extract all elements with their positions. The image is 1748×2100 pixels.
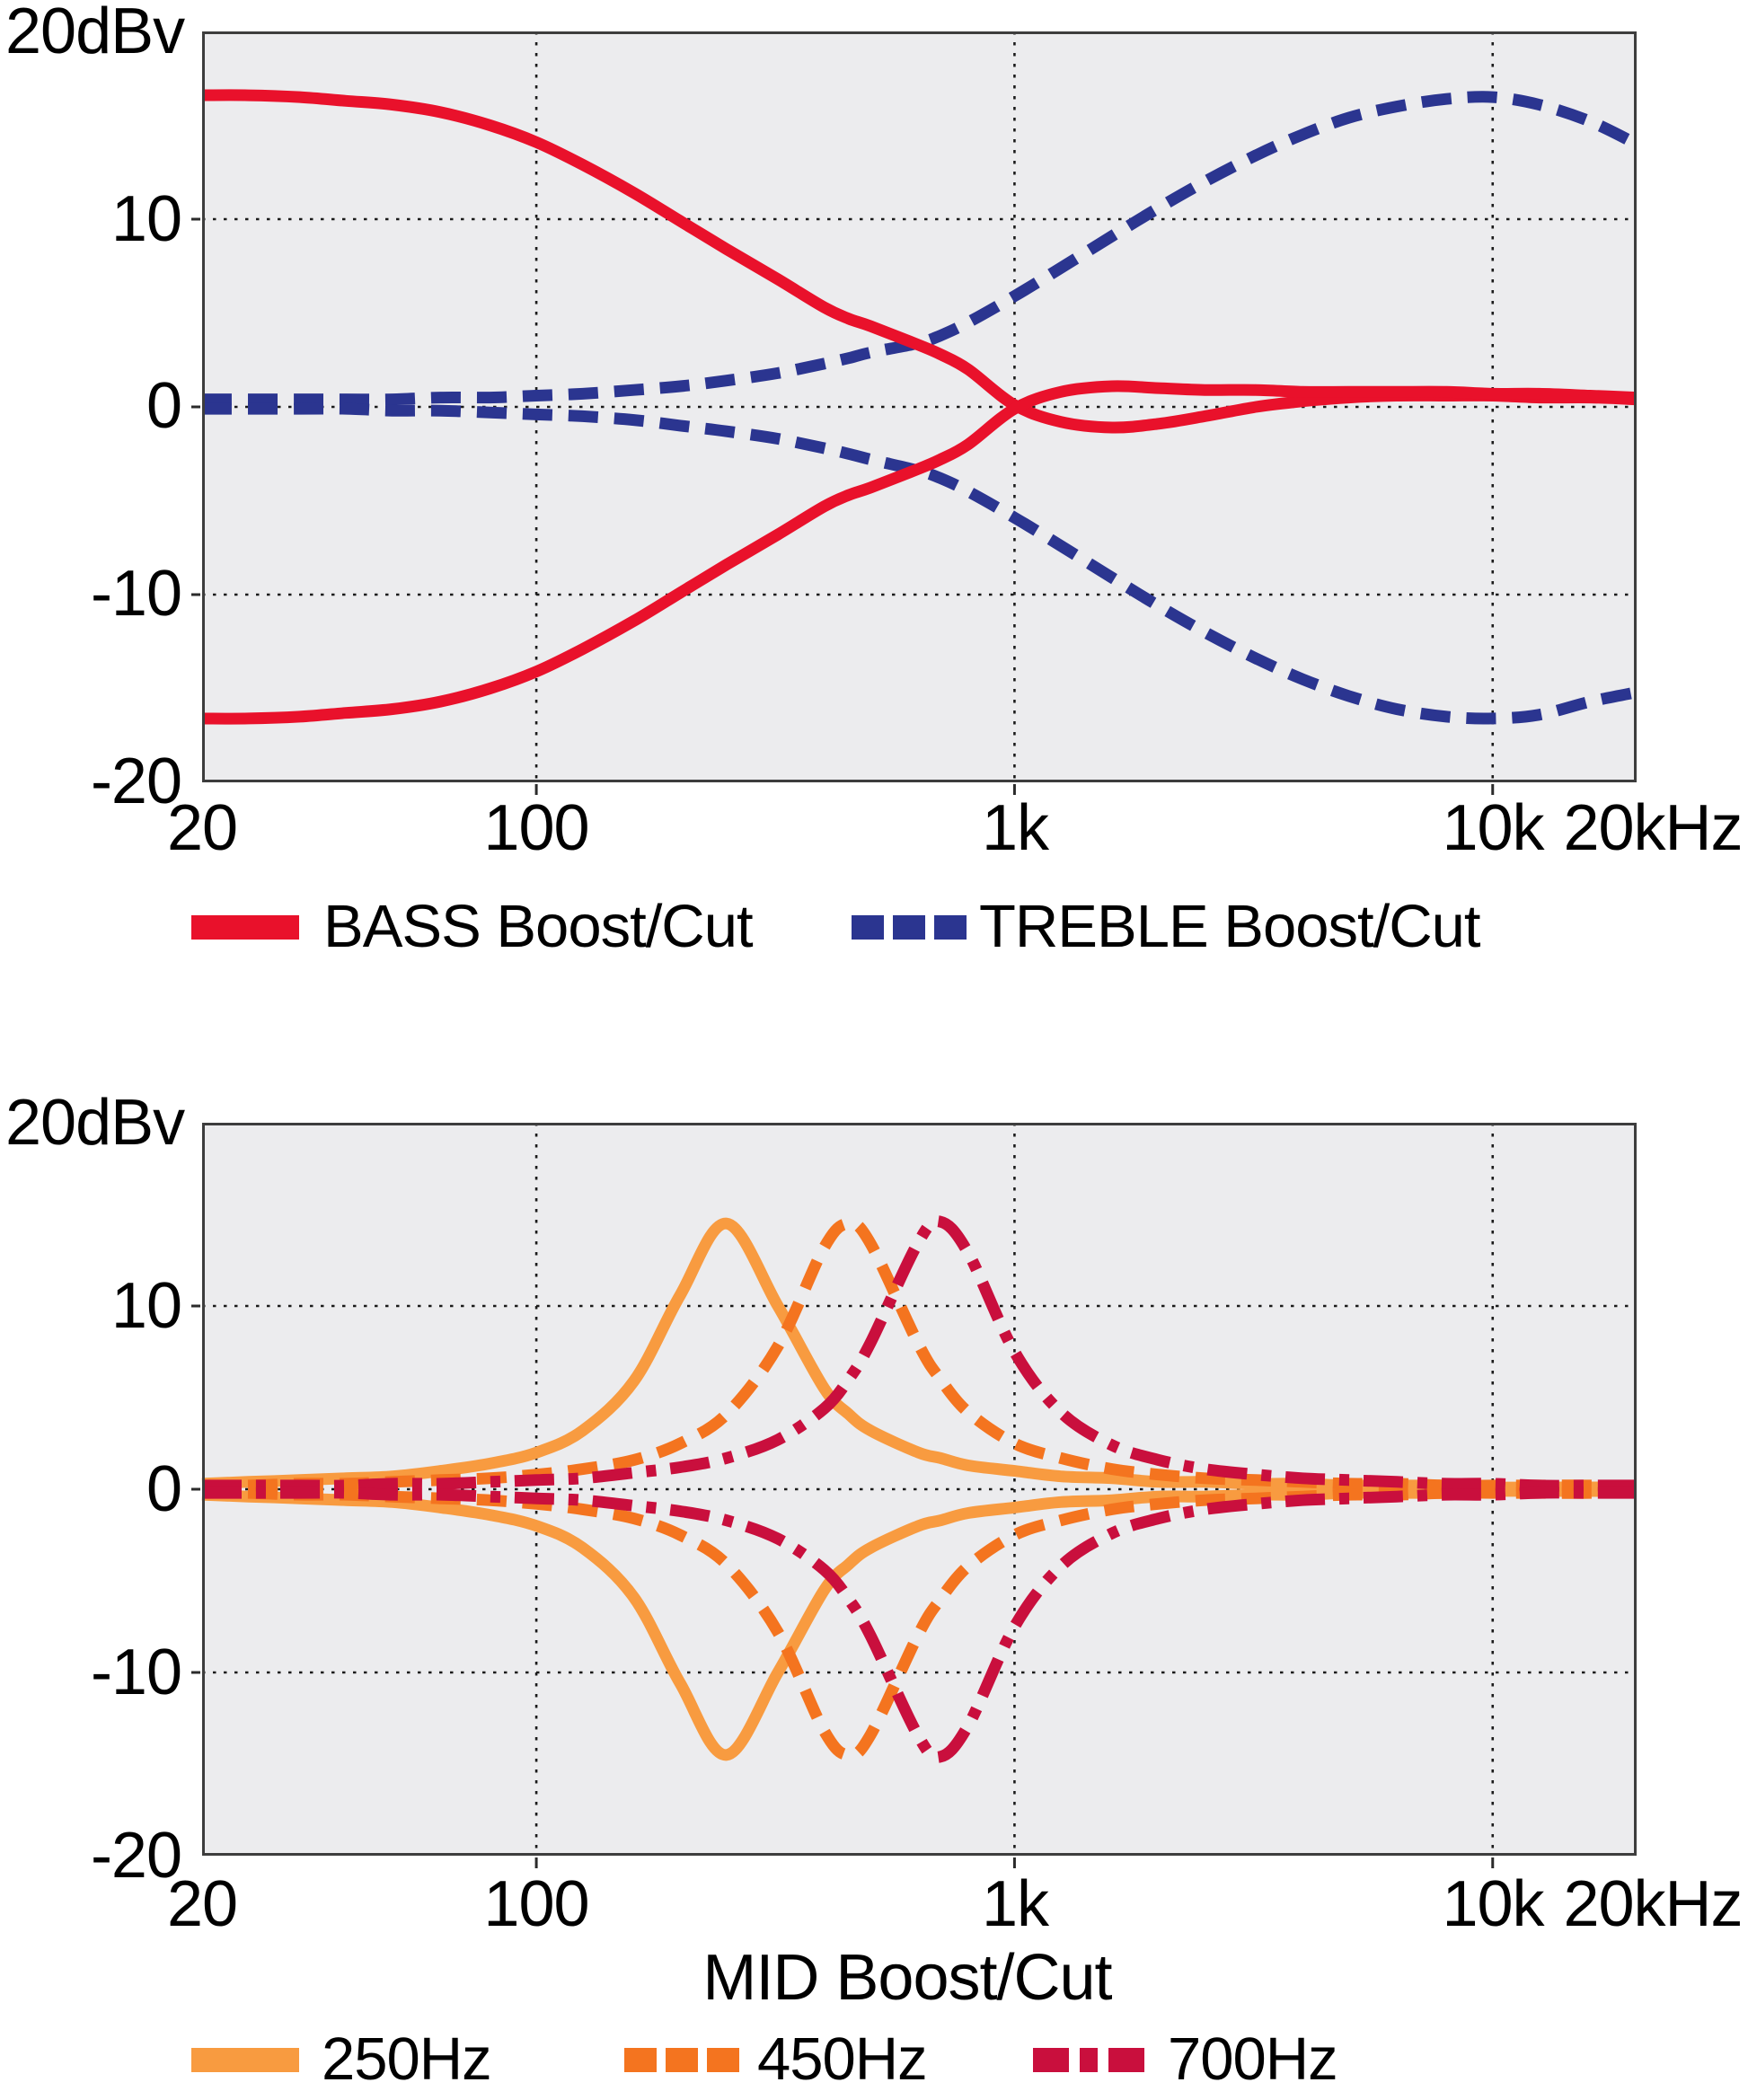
- treble-legend-label: TREBLE Boost/Cut: [979, 893, 1480, 960]
- bass-cut-curve: [201, 380, 1637, 725]
- mid-700hz-legend-label: 700Hz: [1168, 2025, 1338, 2093]
- 450hz-boost-curve: [201, 1217, 1637, 1494]
- treble-boost-curve: [201, 91, 1637, 406]
- bass-legend-label: BASS Boost/Cut: [323, 893, 754, 960]
- mid-y-tick-10: 10: [110, 1270, 182, 1342]
- tone-y-tick-neg10: -10: [90, 558, 182, 630]
- 450hz-cut-curve: [201, 1485, 1637, 1761]
- mid-450hz-legend-label: 450Hz: [757, 2025, 928, 2093]
- tone-response-plot: [191, 31, 1637, 795]
- mid-y-tick-neg20: -20: [90, 1820, 182, 1892]
- tone-x-tick-20: 20: [166, 792, 238, 864]
- plot-border: [202, 1123, 1637, 1856]
- tone-x-tick-10k: 10k: [1442, 792, 1544, 864]
- treble-cut-curve: [201, 402, 1637, 725]
- tone-y-tick-neg20: -20: [90, 746, 182, 817]
- tone-x-tick-100: 100: [483, 792, 589, 864]
- plot-border: [202, 31, 1637, 782]
- mid-250hz-legend-swatch: [191, 2048, 299, 2072]
- tone-y-axis-unit-label: 20dBv: [5, 0, 185, 67]
- mid-x-tick-1k: 1k: [981, 1868, 1049, 1940]
- mid-y-tick-neg10: -10: [90, 1637, 182, 1708]
- mid-y-tick-0: 0: [146, 1453, 182, 1525]
- 700hz-cut-curve: [201, 1487, 1637, 1763]
- mid-x-tick-10k: 10k: [1442, 1868, 1544, 1940]
- tone-x-tick-1k: 1k: [981, 792, 1049, 864]
- tone-x-tick-20khz: 20kHz: [1563, 792, 1743, 864]
- mid-y-axis-unit-label: 20dBv: [5, 1087, 185, 1159]
- mid-250hz-legend-label: 250Hz: [322, 2025, 492, 2093]
- mid-response-plot: [191, 1123, 1637, 1868]
- bass-legend-swatch: [191, 915, 299, 940]
- mid-x-tick-100: 100: [483, 1868, 589, 1940]
- mid-x-axis-title: MID Boost/Cut: [702, 1942, 1112, 2014]
- mid-450hz-legend-swatch: [624, 2048, 739, 2072]
- mid-x-tick-20: 20: [166, 1868, 238, 1940]
- treble-legend-swatch: [852, 915, 967, 940]
- mid-700hz-legend-swatch: [1033, 2048, 1144, 2072]
- 700hz-boost-curve: [201, 1215, 1637, 1492]
- tone-y-tick-10: 10: [110, 183, 182, 255]
- mid-x-tick-20khz: 20kHz: [1563, 1868, 1743, 1940]
- tone-y-tick-0: 0: [146, 370, 182, 442]
